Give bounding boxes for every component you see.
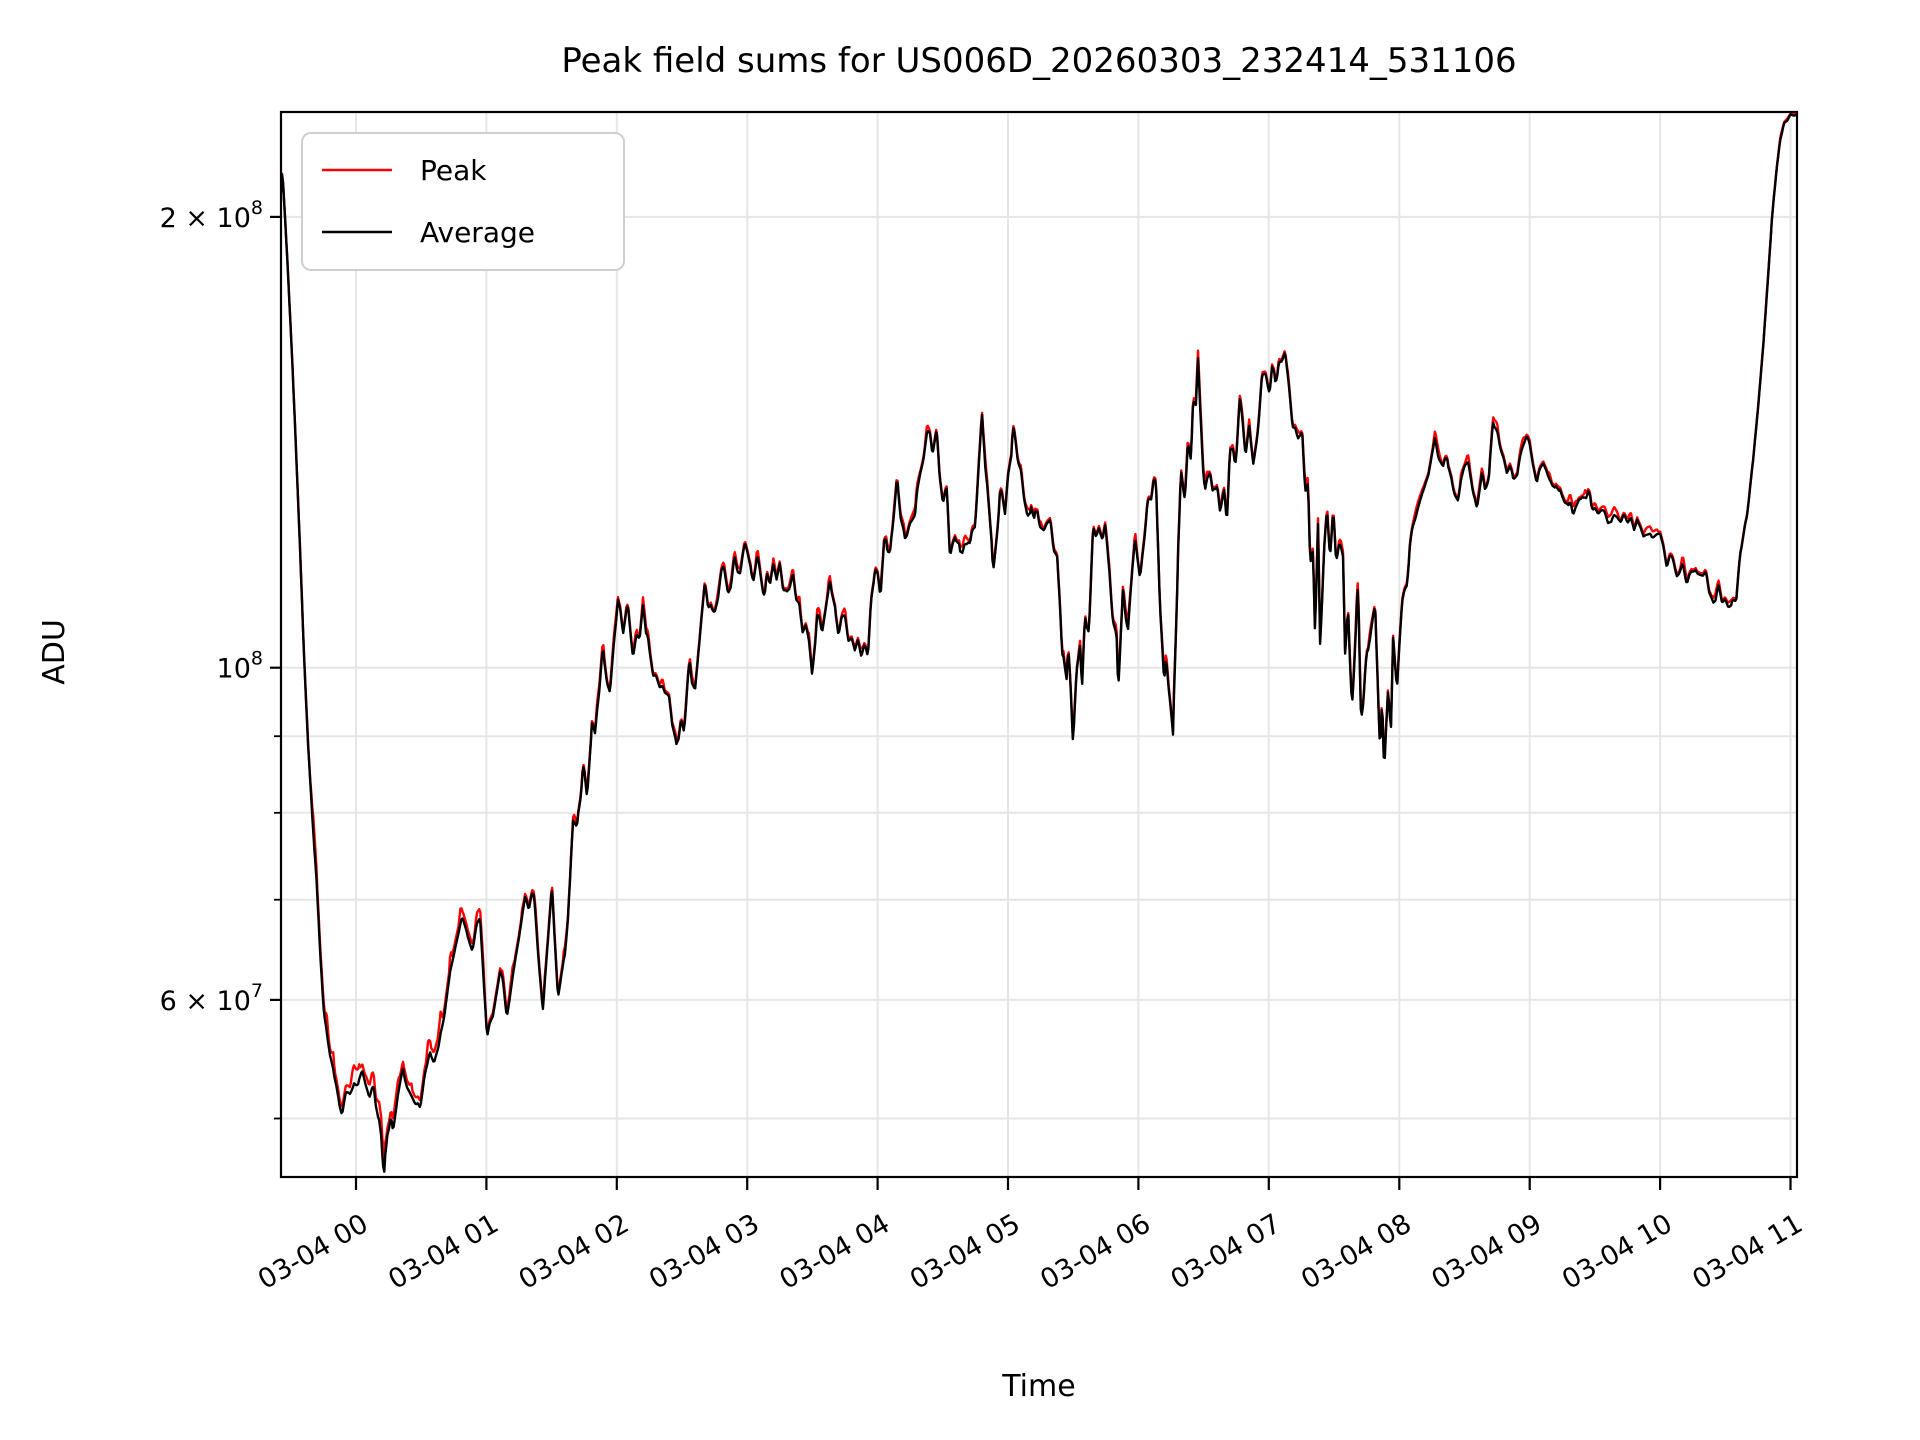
chart-title: Peak field sums for US006D_20260303_2324… <box>561 41 1516 81</box>
x-tick-label: 03-04 08 <box>1296 1208 1417 1296</box>
legend: Peak Average <box>301 132 625 271</box>
x-tick-label: 03-04 06 <box>1035 1208 1156 1296</box>
x-tick-label: 03-04 04 <box>774 1208 895 1296</box>
x-tick-label: 03-04 05 <box>905 1208 1026 1296</box>
x-tick-label: 03-04 11 <box>1687 1208 1808 1296</box>
x-axis-label: Time <box>1001 1369 1075 1404</box>
x-tick-label: 03-04 00 <box>253 1208 374 1296</box>
x-tick-label: 03-04 02 <box>514 1208 635 1296</box>
grid-lines <box>281 112 1797 1177</box>
x-tick-label: 03-04 10 <box>1557 1208 1678 1296</box>
x-tick-label: 03-04 09 <box>1427 1208 1548 1296</box>
legend-label-average: Average <box>420 216 535 249</box>
y-tick-label: 108 <box>217 648 263 685</box>
legend-box <box>301 132 625 271</box>
x-tick-label: 03-04 07 <box>1166 1208 1287 1296</box>
data-series <box>281 112 1797 1173</box>
x-tick-labels: 03-04 00 03-04 01 03-04 02 03-04 03 03-04 04… <box>253 1208 1808 1296</box>
y-tick-label: 2 × 108 <box>160 197 263 234</box>
plot-border <box>279 110 1799 1179</box>
x-tick-label: 03-04 01 <box>383 1208 504 1296</box>
y-axis-label: ADU <box>37 619 72 685</box>
legend-label-peak: Peak <box>420 154 487 187</box>
series-average-line <box>281 113 1797 1173</box>
axis-ticks <box>270 215 1792 1190</box>
x-tick-label: 03-04 03 <box>644 1208 765 1296</box>
y-tick-labels: 2 × 108 108 6 × 107 <box>160 197 263 1017</box>
y-tick-label: 6 × 107 <box>160 980 263 1017</box>
